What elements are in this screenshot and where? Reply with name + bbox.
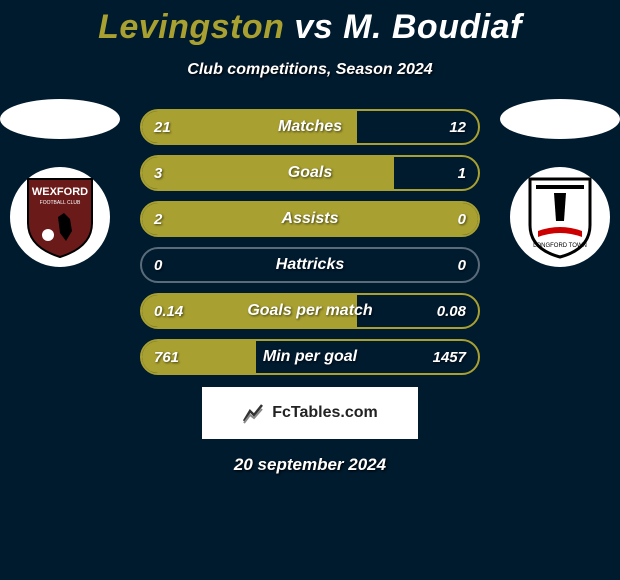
stat-row: 21 Matches 12 <box>140 109 480 145</box>
player2-column: LONGFORD TOWN <box>500 99 620 267</box>
page-title: Levingston vs M. Boudiaf <box>0 8 620 47</box>
date-text: 20 september 2024 <box>0 455 620 475</box>
stat-fill-bar <box>142 157 394 189</box>
wexford-shield-icon: WEXFORD FOOTBALL CLUB <box>20 175 100 259</box>
stat-value-left: 0 <box>154 257 162 274</box>
comparison-panel: WEXFORD FOOTBALL CLUB LONGFORD TOWN 21Ma… <box>0 109 620 475</box>
attribution-text: FcTables.com <box>272 404 378 422</box>
player2-avatar-placeholder <box>500 99 620 139</box>
stat-label: Goals per match <box>247 302 372 320</box>
player1-team-badge: WEXFORD FOOTBALL CLUB <box>10 167 110 267</box>
stat-value-right: 0 <box>458 257 466 274</box>
stat-label: Goals <box>288 164 332 182</box>
chart-icon <box>242 401 266 425</box>
stat-label: Assists <box>282 210 339 228</box>
vs-text: vs <box>294 8 333 46</box>
stat-value-left: 3 <box>154 165 162 182</box>
subtitle: Club competitions, Season 2024 <box>0 61 620 79</box>
stat-value-left: 2 <box>154 211 162 228</box>
stat-value-right: 0 <box>458 211 466 228</box>
header: Levingston vs M. Boudiaf Club competitio… <box>0 0 620 79</box>
player1-avatar-placeholder <box>0 99 120 139</box>
svg-text:FOOTBALL CLUB: FOOTBALL CLUB <box>40 200 81 206</box>
stat-value-right: 1 <box>458 165 466 182</box>
stat-value-left: 761 <box>154 349 179 366</box>
player1-name: Levingston <box>98 8 284 46</box>
stat-label: Matches <box>278 118 342 136</box>
stats-list: 21Matches123Goals12Assists00Hattricks00.… <box>140 109 480 375</box>
stat-value-left: 21 <box>154 119 171 136</box>
stat-label: Hattricks <box>276 256 344 274</box>
stat-value-left: 0.14 <box>154 303 183 320</box>
player1-column: WEXFORD FOOTBALL CLUB <box>0 99 120 267</box>
stat-value-right: 0.08 <box>437 303 466 320</box>
attribution-banner[interactable]: FcTables.com <box>202 387 418 439</box>
stat-value-right: 12 <box>449 119 466 136</box>
longford-shield-icon: LONGFORD TOWN <box>524 175 596 259</box>
player2-name: M. Boudiaf <box>343 8 522 46</box>
player2-team-badge: LONGFORD TOWN <box>510 167 610 267</box>
stat-row: 0 Hattricks 0 <box>140 247 480 283</box>
svg-text:WEXFORD: WEXFORD <box>32 186 88 198</box>
svg-text:LONGFORD TOWN: LONGFORD TOWN <box>533 243 587 249</box>
stat-row: 3 Goals 1 <box>140 155 480 191</box>
stat-row: 2 Assists 0 <box>140 201 480 237</box>
stat-row: 761 Min per goal 1457 <box>140 339 480 375</box>
stat-value-right: 1457 <box>433 349 466 366</box>
stat-row: 0.14 Goals per match 0.08 <box>140 293 480 329</box>
stat-label: Min per goal <box>263 348 357 366</box>
